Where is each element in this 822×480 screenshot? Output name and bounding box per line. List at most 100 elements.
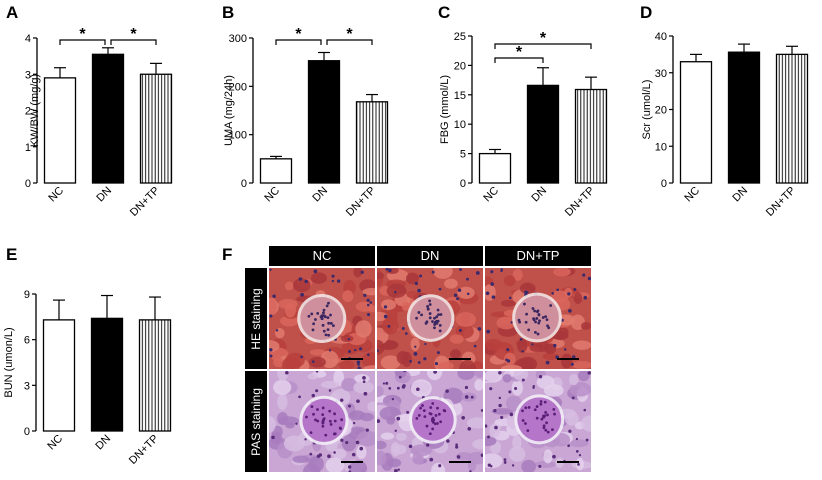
tubule-cell — [349, 460, 368, 472]
glomerular-nucleus — [417, 311, 421, 314]
nucleus — [498, 396, 502, 400]
nucleus — [459, 268, 462, 271]
tubule-cell — [485, 371, 503, 383]
row-label-pas-text: PAS staining — [249, 387, 263, 456]
nucleus — [357, 366, 361, 369]
tubule-cell — [282, 357, 301, 369]
tubule-cell — [504, 352, 516, 366]
nucleus — [486, 329, 491, 334]
nucleus — [494, 425, 498, 430]
tubule-cell — [512, 435, 522, 450]
glomerular-nucleus — [419, 406, 422, 410]
y-tick-label: 5 — [460, 149, 466, 161]
bar-nc — [679, 61, 713, 184]
tubule-cell — [578, 371, 590, 382]
nucleus — [457, 288, 462, 292]
tubule-cell — [552, 331, 569, 341]
nucleus — [298, 395, 301, 399]
tubule-cell — [361, 352, 375, 369]
nucleus — [311, 393, 315, 398]
tubule-cell — [466, 417, 483, 429]
tubule-cell — [377, 311, 388, 322]
tubule-cell — [320, 380, 340, 389]
glomerular-nucleus — [436, 406, 439, 410]
glomerular-nucleus — [435, 315, 439, 319]
tubule-cell — [285, 422, 295, 429]
nucleus — [503, 461, 507, 464]
y-axis-label: Scr (umol/L) — [641, 80, 653, 140]
bar-dn — [90, 317, 124, 432]
glomerular-nucleus — [327, 321, 331, 325]
nucleus — [553, 343, 557, 348]
glomerular-nucleus — [517, 318, 521, 322]
nucleus — [272, 294, 276, 298]
tubule-cell — [581, 415, 591, 432]
nucleus — [438, 287, 442, 291]
tubule-cell — [363, 365, 375, 369]
nucleus — [347, 338, 350, 341]
chart-e: 0 3 6 9 BUN (umon/L) NC DN DN+TP — [3, 289, 172, 467]
nucleus — [385, 381, 389, 385]
glomerular-nucleus — [539, 400, 543, 403]
glomerular-nucleus — [428, 316, 432, 320]
tubule-cell — [444, 278, 458, 289]
glomerular-nucleus — [546, 324, 549, 328]
nucleus — [436, 351, 440, 355]
glomerular-nucleus — [443, 409, 447, 413]
nucleus — [538, 375, 543, 379]
bar-dn-tp — [775, 53, 809, 184]
x-tick-label: DN — [310, 185, 330, 205]
nucleus — [366, 303, 370, 307]
nucleus — [348, 349, 352, 353]
tubule-cell — [353, 268, 363, 278]
nucleus — [304, 279, 308, 284]
nucleus — [352, 421, 356, 425]
nucleus — [394, 291, 397, 294]
glomerular-nucleus — [435, 319, 438, 323]
nucleus — [405, 332, 408, 335]
y-tick-label: 4 — [25, 33, 31, 45]
glomerular-nucleus — [305, 415, 308, 419]
glomerular-nucleus — [535, 317, 539, 320]
nucleus — [511, 464, 515, 467]
glomerular-nucleus — [436, 422, 439, 425]
nucleus — [356, 399, 360, 404]
panel-letter-d: D — [640, 3, 653, 22]
tubule-cell — [581, 321, 591, 330]
y-tick-label: 10 — [655, 141, 667, 153]
glomerular-nucleus — [309, 431, 313, 435]
glomerular-nucleus — [527, 406, 531, 409]
nucleus — [360, 270, 364, 274]
significance-star: * — [540, 30, 547, 47]
tubule-cell — [269, 416, 276, 434]
nucleus — [423, 357, 427, 361]
nucleus — [385, 268, 389, 271]
nucleus — [567, 444, 570, 448]
tubule-cell — [293, 278, 311, 293]
tubule-cell — [377, 385, 384, 397]
glomerular-nucleus — [437, 313, 440, 317]
glomerular-nucleus — [329, 313, 332, 317]
nucleus — [295, 422, 298, 425]
x-tick-label: DN+TP — [563, 185, 597, 219]
tubule-cell — [410, 337, 420, 351]
glomerular-nucleus — [537, 321, 541, 325]
nucleus — [567, 292, 571, 296]
tubule-cell — [410, 444, 433, 457]
glomerular-nucleus — [524, 422, 527, 425]
pas-dn-tp-image — [485, 371, 591, 472]
nucleus — [358, 347, 363, 351]
glomerular-nucleus — [310, 312, 314, 316]
nucleus — [491, 295, 496, 299]
y-tick-label: 0 — [24, 426, 30, 438]
nucleus — [464, 385, 469, 390]
tubule-cell — [560, 353, 573, 369]
nucleus — [455, 443, 458, 446]
glomerular-nucleus — [539, 402, 543, 406]
he-tissue-illustration — [485, 268, 591, 369]
he-nc-image — [269, 268, 375, 369]
bar-nc — [42, 319, 76, 432]
tubule-cell — [543, 449, 553, 464]
